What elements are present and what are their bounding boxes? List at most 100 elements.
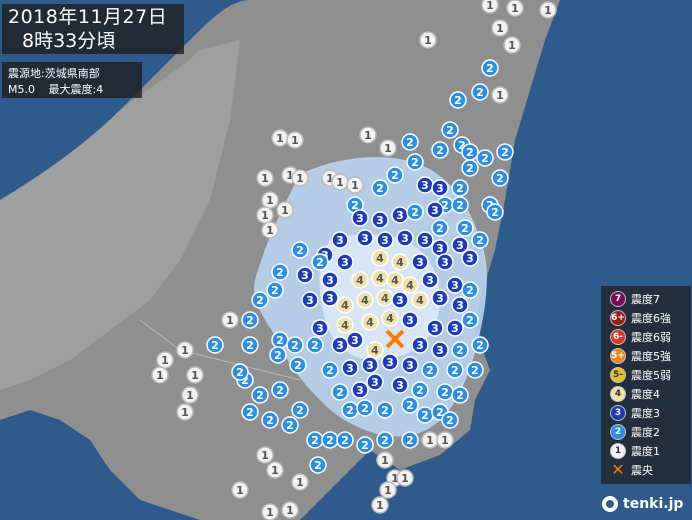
marker-label: 3 bbox=[401, 232, 409, 245]
marker-label: 2 bbox=[294, 359, 302, 372]
marker-circle bbox=[446, 319, 464, 337]
legend-item-shindo5minus: 5- 震度5弱 bbox=[611, 366, 671, 384]
marker-label: 1 bbox=[296, 476, 304, 489]
marker-circle bbox=[376, 431, 394, 449]
marker-label: 2 bbox=[381, 404, 389, 417]
marker-label: 1 bbox=[186, 389, 194, 402]
marker-circle bbox=[241, 403, 259, 421]
marker-circle bbox=[291, 401, 309, 419]
intensity-marker-shindo2: 2 bbox=[416, 406, 434, 424]
marker-circle bbox=[491, 86, 509, 104]
marker-label: 3 bbox=[416, 256, 424, 269]
marker-circle bbox=[451, 179, 469, 197]
intensity-marker-shindo2: 2 bbox=[241, 311, 259, 329]
marker-label: 2 bbox=[491, 206, 499, 219]
brand-logo[interactable]: tenki.jp bbox=[602, 491, 690, 517]
marker-label: 2 bbox=[466, 314, 474, 327]
marker-circle bbox=[261, 503, 279, 520]
marker-circle bbox=[256, 169, 274, 187]
intensity-marker-shindo1: 1 bbox=[256, 206, 274, 224]
intensity-marker-shindo3: 3 bbox=[346, 331, 364, 349]
intensity-marker-shindo2: 2 bbox=[471, 336, 489, 354]
marker-label: 2 bbox=[326, 434, 334, 447]
marker-label: 3 bbox=[451, 322, 459, 335]
marker-label: 2 bbox=[291, 339, 299, 352]
marker-circle bbox=[401, 133, 419, 151]
marker-label: 3 bbox=[376, 214, 384, 227]
marker-circle bbox=[261, 411, 279, 429]
marker-label: 2 bbox=[246, 339, 254, 352]
marker-circle bbox=[151, 366, 169, 384]
marker-circle bbox=[376, 451, 394, 469]
marker-circle bbox=[321, 271, 339, 289]
intensity-marker-shindo3: 3 bbox=[371, 211, 389, 229]
marker-circle bbox=[291, 169, 309, 187]
marker-label: 2 bbox=[406, 434, 414, 447]
intensity-marker-shindo3: 3 bbox=[356, 229, 374, 247]
intensity-marker-shindo2: 2 bbox=[461, 159, 479, 177]
marker-circle bbox=[176, 403, 194, 421]
marker-label: 2 bbox=[411, 206, 419, 219]
marker-circle bbox=[271, 381, 289, 399]
marker-label: 2 bbox=[466, 284, 474, 297]
marker-label: 3 bbox=[326, 292, 334, 305]
epicenter-row: 震源地:茨城県南部 bbox=[8, 65, 100, 81]
legend-label: 震度5強 bbox=[631, 350, 671, 363]
intensity-marker-shindo1: 1 bbox=[371, 496, 389, 514]
marker-label: 2 bbox=[481, 152, 489, 165]
marker-circle bbox=[379, 481, 397, 499]
intensity-marker-shindo1: 1 bbox=[261, 191, 279, 209]
marker-label: 1 bbox=[161, 354, 169, 367]
intensity-marker-shindo2: 2 bbox=[421, 361, 439, 379]
marker-circle bbox=[396, 469, 414, 487]
intensity-marker-shindo2: 2 bbox=[486, 203, 504, 221]
intensity-marker-shindo4: 4 bbox=[411, 291, 429, 309]
marker-label: 1 bbox=[276, 132, 284, 145]
marker-circle bbox=[411, 253, 429, 271]
marker-circle bbox=[231, 481, 249, 499]
intensity-marker-shindo2: 2 bbox=[271, 331, 289, 349]
marker-circle bbox=[466, 361, 484, 379]
intensity-marker-shindo2: 2 bbox=[441, 121, 459, 139]
marker-label: 3 bbox=[406, 359, 414, 372]
marker-label: 3 bbox=[316, 322, 324, 335]
intensity-marker-shindo2: 2 bbox=[461, 311, 479, 329]
marker-circle bbox=[361, 313, 379, 331]
marker-label: 1 bbox=[326, 172, 334, 185]
marker-circle bbox=[426, 319, 444, 337]
marker-label: 1 bbox=[496, 22, 504, 35]
epicenter-value: 茨城県南部 bbox=[44, 67, 100, 80]
intensity-marker-shindo1: 1 bbox=[256, 169, 274, 187]
marker-circle bbox=[461, 249, 479, 267]
marker-label: 2 bbox=[266, 414, 274, 427]
marker-label: 2 bbox=[246, 406, 254, 419]
marker-label: 2 bbox=[436, 222, 444, 235]
marker-circle bbox=[379, 139, 397, 157]
marker-label: 2 bbox=[314, 459, 322, 472]
marker-label: 2 bbox=[296, 244, 304, 257]
marker-circle bbox=[376, 401, 394, 419]
marker-circle bbox=[446, 361, 464, 379]
intensity-marker-shindo4: 4 bbox=[351, 271, 369, 289]
marker-circle bbox=[471, 83, 489, 101]
marker-circle bbox=[241, 311, 259, 329]
marker-circle bbox=[341, 359, 359, 377]
brand-name: tenki.jp bbox=[623, 496, 684, 512]
marker-label: 1 bbox=[401, 472, 409, 485]
marker-circle bbox=[321, 289, 339, 307]
marker-label: 2 bbox=[476, 234, 484, 247]
marker-label: 3 bbox=[426, 274, 434, 287]
intensity-marker-shindo3: 3 bbox=[336, 253, 354, 271]
legend-label: 震度5弱 bbox=[631, 369, 671, 382]
marker-circle bbox=[451, 386, 469, 404]
marker-circle bbox=[419, 31, 437, 49]
marker-circle bbox=[346, 176, 364, 194]
marker-label: 2 bbox=[466, 146, 474, 159]
marker-label: 1 bbox=[266, 224, 274, 237]
intensity-marker-shindo2: 2 bbox=[449, 91, 467, 109]
marker-circle bbox=[336, 431, 354, 449]
intensity-marker-shindo2: 2 bbox=[406, 203, 424, 221]
marker-label: 2 bbox=[376, 182, 384, 195]
intensity-marker-shindo2: 2 bbox=[356, 399, 374, 417]
